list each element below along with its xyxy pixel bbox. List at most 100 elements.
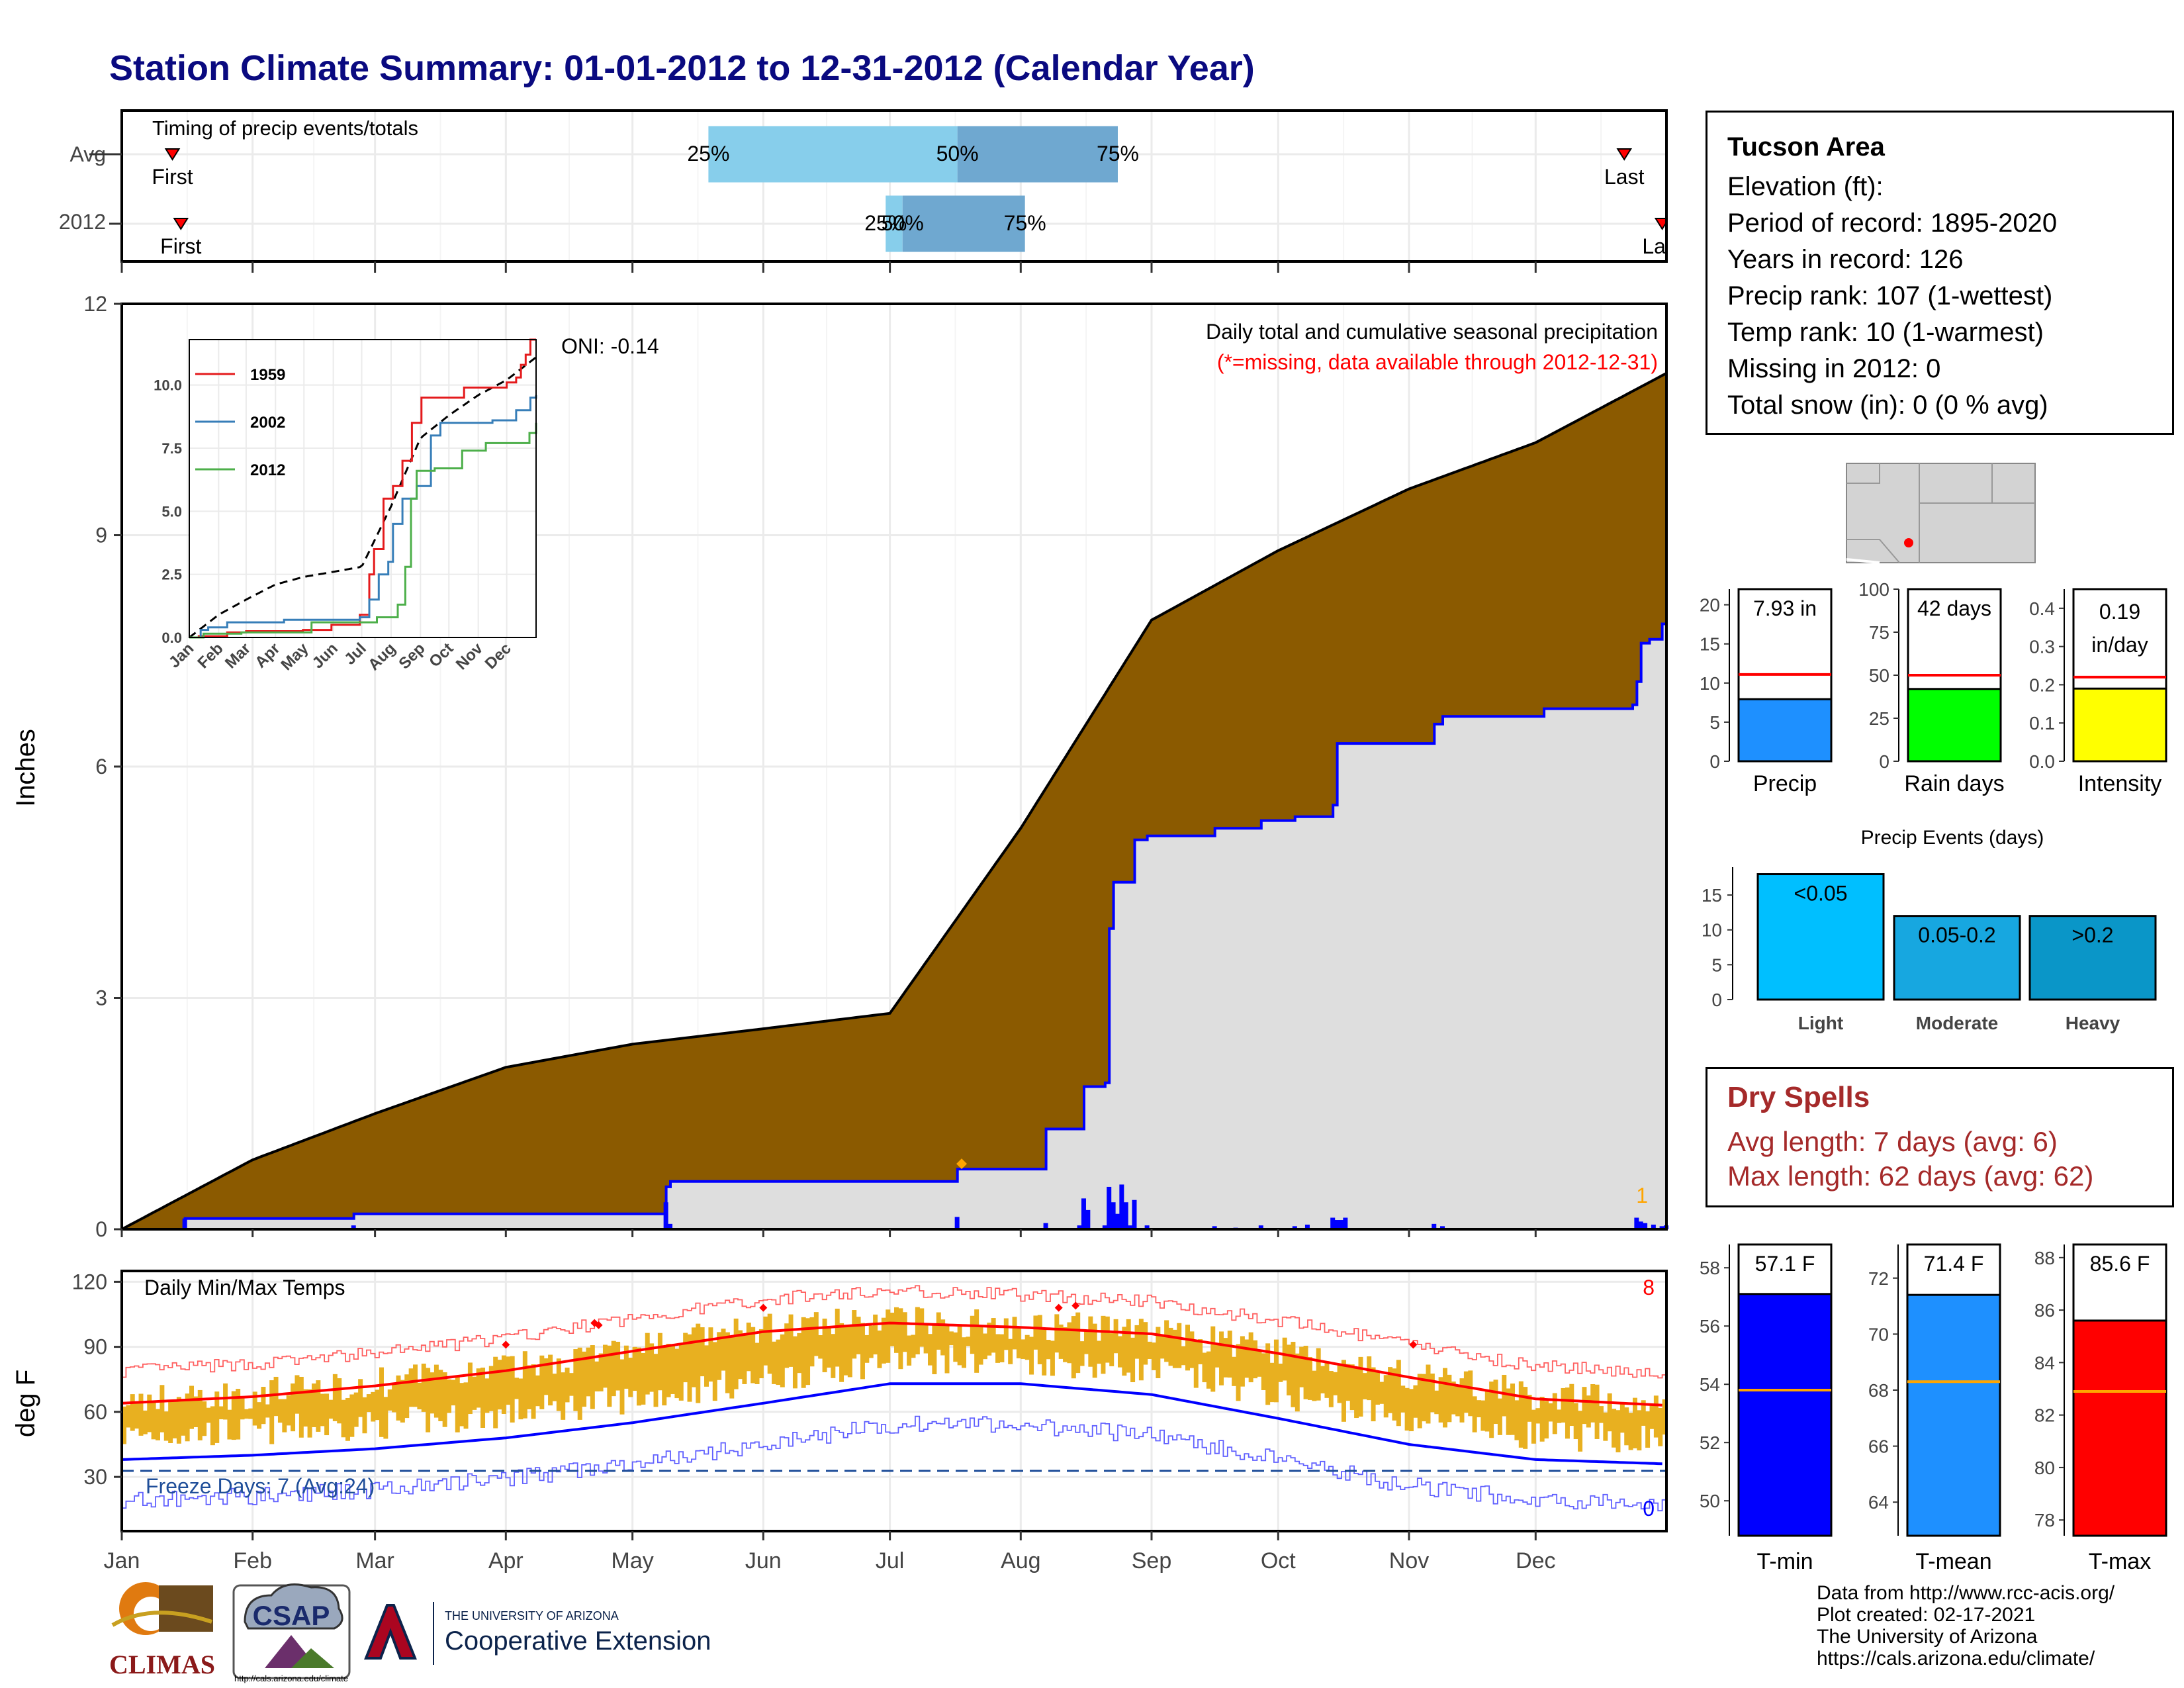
daily-temp-bar bbox=[1122, 1327, 1127, 1376]
daily-temp-bar bbox=[197, 1389, 203, 1440]
daily-temp-bar bbox=[1164, 1320, 1169, 1362]
daily-temp-bar bbox=[611, 1340, 616, 1397]
daily-temp-bar bbox=[1054, 1314, 1060, 1353]
daily-temp-bar bbox=[1510, 1383, 1516, 1435]
daily-precip-bars bbox=[182, 1158, 1668, 1229]
daily-temp-bar bbox=[1138, 1319, 1144, 1381]
daily-temp-bar bbox=[295, 1375, 300, 1414]
daily-temp-bar bbox=[569, 1373, 574, 1396]
daily-temp-bar bbox=[193, 1396, 199, 1427]
temp-summary-ytick-label: 88 bbox=[2034, 1248, 2055, 1268]
daily-temp-bar bbox=[265, 1404, 270, 1418]
daily-precip-bar bbox=[1144, 1225, 1150, 1229]
daily-temp-bar bbox=[1324, 1361, 1330, 1398]
daily-temp-bar bbox=[1565, 1387, 1570, 1439]
daily-temp-bar bbox=[1578, 1411, 1583, 1452]
daily-temp-bar bbox=[831, 1334, 836, 1378]
daily-temp-bar bbox=[586, 1347, 591, 1397]
daily-temp-bar bbox=[543, 1358, 549, 1395]
summary-bar-fill bbox=[2072, 687, 2167, 763]
temp-summary-value: 71.4 F bbox=[1924, 1252, 1984, 1276]
daily-temp-bar bbox=[1603, 1412, 1608, 1441]
summary-bar-fill bbox=[1737, 698, 1833, 763]
daily-precip-bar bbox=[1440, 1226, 1445, 1229]
daily-temp-bar bbox=[818, 1335, 823, 1359]
daily-precip-bar bbox=[1132, 1199, 1137, 1229]
daily-temp-bar bbox=[383, 1397, 388, 1439]
daily-temp-bar bbox=[754, 1342, 760, 1384]
daily-temp-bar bbox=[366, 1394, 371, 1413]
normal-min-line bbox=[121, 1382, 1662, 1466]
daily-temp-bar bbox=[1451, 1382, 1456, 1415]
daily-temp-bar bbox=[1539, 1397, 1545, 1442]
summary-bar-ytick-label: 5 bbox=[1709, 712, 1720, 733]
daily-temp-bar bbox=[231, 1391, 236, 1440]
inset-ytick-label: 2.5 bbox=[161, 567, 182, 583]
daily-temp-bar bbox=[864, 1335, 870, 1363]
station-snow: Total snow (in): 0 (0 % avg) bbox=[1727, 391, 2048, 420]
daily-temp-bar bbox=[919, 1308, 925, 1347]
daily-temp-bar bbox=[257, 1402, 262, 1429]
daily-temp-bar bbox=[1400, 1385, 1406, 1413]
summary-bar-ytick-label: 50 bbox=[1869, 665, 1889, 686]
daily-temp-bar bbox=[417, 1382, 422, 1410]
daily-temp-bar bbox=[1257, 1350, 1262, 1377]
daily-precip-bar bbox=[1085, 1209, 1091, 1229]
daily-temp-bar bbox=[1172, 1329, 1177, 1368]
daily-temp-bar bbox=[1632, 1397, 1637, 1448]
daily-temp-bar bbox=[291, 1383, 296, 1432]
daily-temp-bar bbox=[767, 1313, 772, 1374]
daily-temp-bar bbox=[1168, 1327, 1173, 1366]
precip-ytick-label: 12 bbox=[83, 292, 107, 316]
timing-bar-25-50 bbox=[886, 195, 903, 252]
daily-temp-bar bbox=[172, 1401, 177, 1438]
daily-temp-bar bbox=[1083, 1330, 1089, 1354]
daily-temp-bar bbox=[1063, 1327, 1068, 1362]
daily-temp-bar bbox=[784, 1323, 790, 1368]
daily-temp-bar bbox=[1463, 1371, 1469, 1413]
inset-series-1959 bbox=[189, 338, 536, 639]
daily-precip-bar bbox=[1330, 1217, 1336, 1229]
daily-temp-bar bbox=[463, 1382, 469, 1429]
daily-temp-bar bbox=[662, 1346, 667, 1406]
summary-bar-ytick-label: 10 bbox=[1700, 673, 1720, 694]
daily-temp-bar bbox=[142, 1410, 148, 1434]
daily-temp-bar bbox=[236, 1389, 241, 1440]
month-tick-label: May bbox=[612, 1548, 654, 1573]
daily-temp-bar bbox=[881, 1317, 886, 1364]
daily-temp-bar bbox=[839, 1323, 844, 1382]
station-missing: Missing in 2012: 0 bbox=[1727, 354, 1941, 383]
daily-temp-bar bbox=[362, 1397, 367, 1434]
daily-temp-bar bbox=[1244, 1339, 1250, 1378]
temp-summary-ytick-label: 54 bbox=[1700, 1374, 1720, 1395]
daily-temp-bar bbox=[1291, 1342, 1296, 1407]
daily-temp-bar bbox=[1101, 1315, 1106, 1374]
daily-temp-bar bbox=[1612, 1409, 1617, 1448]
daily-temp-bar bbox=[223, 1383, 228, 1420]
daily-temp-bar bbox=[353, 1392, 359, 1427]
daily-temp-bar bbox=[447, 1379, 452, 1413]
daily-temp-bar bbox=[1345, 1364, 1351, 1401]
daily-temp-bar bbox=[1480, 1400, 1486, 1431]
daily-temp-bar bbox=[206, 1407, 211, 1423]
daily-temp-bar bbox=[843, 1325, 848, 1376]
daily-temp-bar bbox=[156, 1409, 160, 1440]
daily-temp-bar bbox=[277, 1399, 283, 1423]
temp-summary-label: T-mean bbox=[1915, 1549, 1991, 1574]
daily-temp-bar bbox=[476, 1368, 481, 1408]
footer-credits: Data from http://www.rcc-acis.org/ Plot … bbox=[1817, 1582, 2115, 1669]
daily-temp-bar bbox=[539, 1355, 545, 1409]
daily-temp-bar bbox=[670, 1345, 675, 1394]
daily-temp-bar bbox=[733, 1318, 739, 1389]
daily-temp-bar bbox=[1177, 1323, 1182, 1368]
daily-temp-bar bbox=[130, 1394, 135, 1431]
daily-temp-bar bbox=[1641, 1400, 1646, 1426]
daily-temp-bar bbox=[729, 1335, 735, 1399]
summary-bar-unit: in/day bbox=[2091, 633, 2148, 657]
summary-bar-label: Intensity bbox=[2078, 771, 2162, 796]
daily-temp-bar bbox=[1287, 1344, 1292, 1395]
record-high-marker bbox=[502, 1340, 510, 1349]
daily-temp-bar bbox=[1502, 1374, 1507, 1417]
daily-precip-bar bbox=[1115, 1213, 1120, 1229]
timing-p75-label: 75% bbox=[1004, 211, 1046, 235]
